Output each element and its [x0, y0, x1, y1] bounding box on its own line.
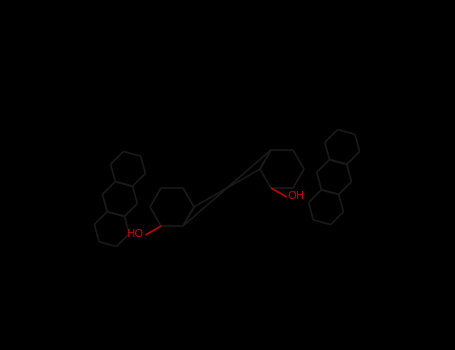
Text: HO: HO — [127, 229, 144, 239]
Text: OH: OH — [288, 191, 305, 201]
